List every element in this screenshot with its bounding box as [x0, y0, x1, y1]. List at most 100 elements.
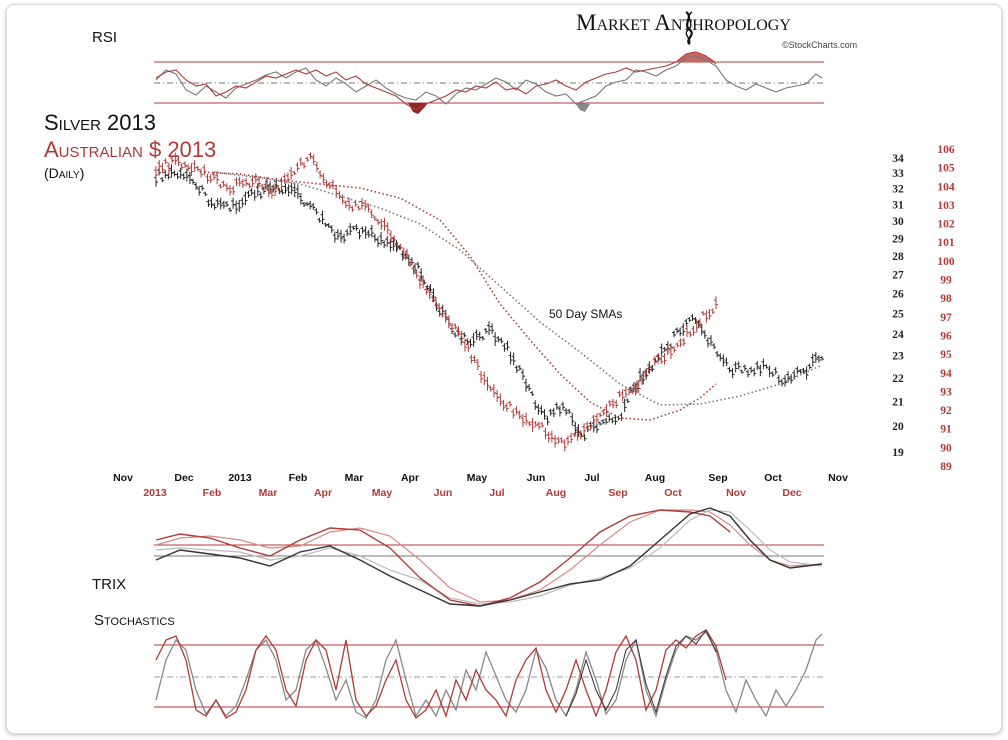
price-bar-silver	[659, 343, 664, 357]
price-bar-aud	[385, 222, 390, 235]
y-tick-silver: 29	[892, 233, 904, 245]
price-bar-silver	[363, 226, 368, 239]
y-tick-aud: 105	[937, 163, 955, 175]
price-bar-aud	[475, 358, 480, 371]
price-bar-silver	[249, 188, 254, 196]
trix-panel	[154, 507, 824, 607]
price-bar-aud	[195, 165, 200, 172]
price-bar-silver	[533, 400, 538, 410]
price-bar-silver	[662, 346, 667, 352]
price-bar-aud	[421, 275, 426, 289]
price-bar-aud	[295, 162, 300, 172]
y-tick-aud: 100	[937, 256, 955, 268]
price-bar-aud	[289, 166, 294, 180]
price-bar-silver	[499, 337, 504, 344]
price-bar-aud	[160, 162, 165, 174]
x-tick-aud: Sep	[608, 487, 627, 499]
price-bar-silver	[561, 401, 565, 411]
price-bar-aud	[202, 164, 207, 176]
price-bar-silver	[246, 190, 251, 198]
price-bar-aud	[398, 243, 403, 250]
price-bar-aud	[308, 152, 313, 159]
price-bar-silver	[758, 364, 763, 377]
price-bar-silver	[357, 229, 362, 240]
price-bar-aud	[366, 203, 371, 213]
price-bar-aud	[665, 346, 670, 356]
price-bar-silver	[416, 261, 421, 270]
price-bar-silver	[573, 421, 578, 435]
x-tick-silver: Aug	[645, 472, 665, 484]
price-bar-aud	[636, 380, 641, 394]
price-bar-silver	[191, 178, 195, 185]
price-bar-aud	[611, 398, 616, 409]
price-bar-aud	[694, 319, 699, 333]
price-bar-aud	[282, 173, 287, 184]
y-tick-aud: 94	[940, 368, 952, 380]
price-bar-silver	[265, 177, 269, 191]
y-tick-aud: 96	[940, 330, 952, 342]
price-bar-silver	[807, 363, 812, 370]
price-bar-aud	[614, 399, 619, 409]
price-bar-silver	[514, 365, 519, 373]
price-bar-silver	[240, 197, 245, 208]
price-bar-aud	[459, 330, 464, 343]
y-tick-silver: 32	[892, 184, 904, 196]
price-bar-aud	[569, 432, 574, 444]
price-bar-silver	[542, 409, 547, 420]
price-bar-aud	[714, 296, 718, 309]
price-bar-silver	[298, 192, 303, 205]
price-bar-aud	[598, 412, 603, 418]
price-bar-aud	[334, 184, 339, 199]
price-bar-silver	[286, 184, 291, 197]
brand-logo: Market Anthropology ©StockCharts.com	[576, 10, 857, 50]
price-bar-aud	[710, 308, 715, 315]
price-bar-aud	[247, 182, 252, 189]
price-bar-silver	[783, 375, 787, 387]
price-bar-silver	[206, 199, 211, 207]
price-bar-silver	[453, 332, 458, 338]
price-bar-aud	[234, 177, 239, 186]
x-tick-silver: Jun	[527, 472, 546, 484]
price-bar-silver	[647, 361, 652, 374]
price-bar-silver	[197, 185, 202, 196]
price-bar-aud	[350, 205, 355, 212]
price-bar-aud	[340, 194, 345, 205]
dna-helix-icon	[685, 11, 693, 45]
price-bar-aud	[646, 366, 651, 373]
chart-title: Silver 2013	[44, 110, 156, 135]
x-tick-aud: Dec	[782, 487, 801, 499]
price-bar-aud	[495, 389, 500, 402]
price-bar-silver	[252, 189, 257, 201]
price-bar-aud	[601, 409, 606, 416]
price-bar-silver	[302, 201, 306, 207]
price-bar-silver	[755, 361, 760, 371]
price-bar-aud	[668, 345, 673, 360]
price-bar-aud	[250, 176, 255, 188]
price-bar-silver	[721, 354, 726, 367]
price-bar-aud	[572, 432, 577, 438]
x-tick-aud: May	[372, 487, 393, 499]
price-bar-aud	[376, 218, 381, 226]
price-bar-aud	[691, 326, 696, 336]
price-bar-aud	[314, 162, 319, 172]
x-tick-aud: Feb	[203, 487, 222, 499]
chart-period: (Daily)	[44, 165, 84, 181]
price-bar-silver	[804, 366, 809, 380]
price-bar-aud	[530, 418, 535, 432]
price-bar-silver	[539, 405, 544, 415]
price-bar-aud	[501, 399, 506, 411]
price-bar-aud	[527, 421, 532, 427]
price-bar-aud	[511, 408, 516, 419]
price-bar-silver	[749, 366, 754, 374]
price-bar-silver	[345, 229, 350, 237]
price-bar-silver	[317, 217, 322, 223]
price-bar-silver	[570, 412, 575, 426]
y-tick-aud: 90	[940, 442, 952, 454]
price-bar-silver	[678, 327, 683, 337]
price-bar-silver	[305, 202, 310, 207]
price-bar-aud	[656, 353, 661, 364]
y-tick-silver: 23	[892, 350, 904, 362]
price-bar-silver	[672, 330, 676, 338]
price-bar-silver	[718, 353, 723, 362]
x-tick-silver: Dec	[174, 472, 193, 484]
